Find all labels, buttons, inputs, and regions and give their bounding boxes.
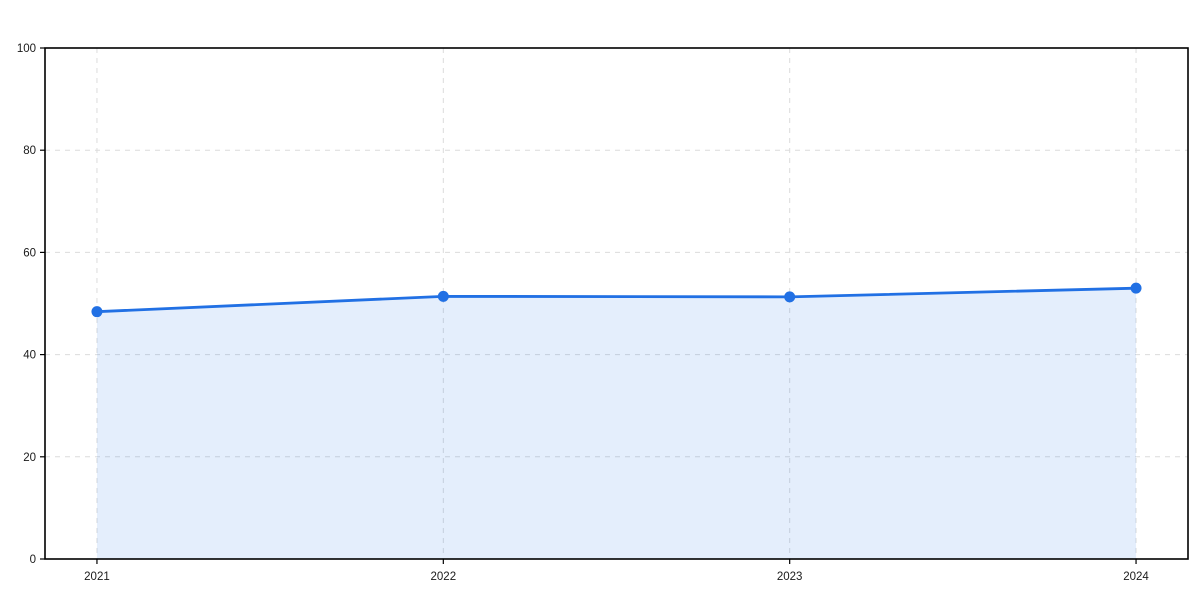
y-tick-label-40: 40 <box>23 350 36 362</box>
x-tick-label-2022: 2022 <box>431 571 457 583</box>
x-tick-label-2024: 2024 <box>1123 571 1149 583</box>
data-point-2023 <box>784 291 796 303</box>
y-tick-label-0: 0 <box>30 554 36 566</box>
y-tick-label-80: 80 <box>23 145 36 157</box>
x-tick-label-2021: 2021 <box>84 571 110 583</box>
x-tick-label-2023: 2023 <box>777 571 803 583</box>
data-point-2022 <box>437 290 449 302</box>
axes-frame <box>44 47 1189 560</box>
area-fill <box>96 288 1137 559</box>
data-point-2024 <box>1130 282 1142 294</box>
trend-line <box>95 286 1138 314</box>
data-point-2021 <box>91 306 103 318</box>
y-tick-label-60: 60 <box>23 247 36 259</box>
y-tick-label-100: 100 <box>17 43 36 55</box>
y-tick-label-20: 20 <box>23 452 36 464</box>
